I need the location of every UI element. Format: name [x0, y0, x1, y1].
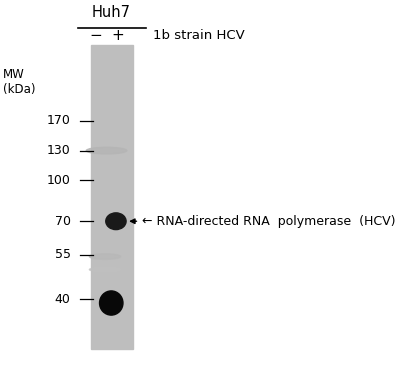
Text: +: + — [111, 28, 124, 43]
Text: ← RNA-directed RNA  polymerase  (HCV): ← RNA-directed RNA polymerase (HCV) — [142, 215, 396, 228]
Text: MW
(kDa): MW (kDa) — [3, 68, 35, 96]
Ellipse shape — [89, 254, 121, 259]
Text: 40: 40 — [55, 293, 71, 306]
Text: 100: 100 — [47, 174, 71, 187]
Ellipse shape — [100, 291, 123, 315]
Text: 55: 55 — [55, 248, 71, 261]
Ellipse shape — [86, 147, 127, 154]
Ellipse shape — [89, 267, 121, 272]
Text: 130: 130 — [47, 144, 71, 157]
Bar — [91, 45, 133, 350]
Ellipse shape — [106, 213, 126, 230]
Text: 170: 170 — [47, 114, 71, 127]
Text: 70: 70 — [55, 215, 71, 228]
Text: Huh7: Huh7 — [92, 5, 131, 21]
Text: 1b strain HCV: 1b strain HCV — [154, 29, 245, 42]
Text: −: − — [89, 28, 102, 43]
